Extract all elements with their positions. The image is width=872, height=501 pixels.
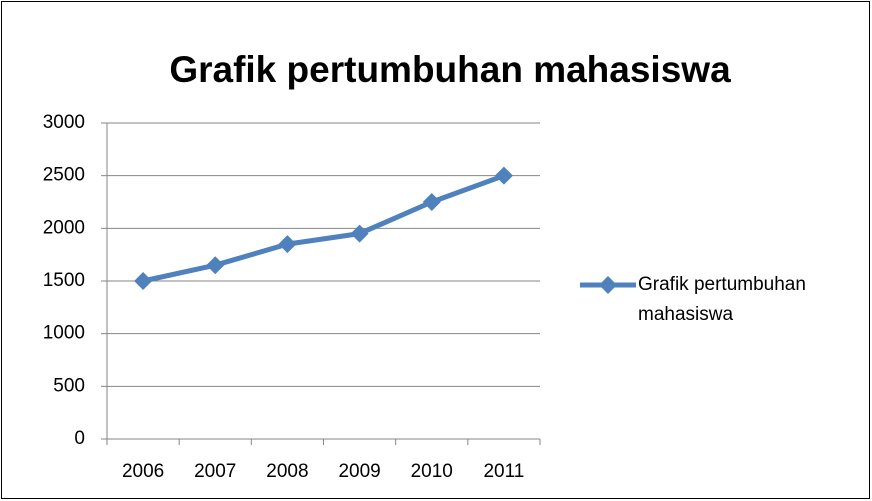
x-tick-label: 2009 <box>338 461 380 482</box>
y-tick-label: 1500 <box>43 270 85 291</box>
data-point <box>422 193 441 211</box>
legend-marker <box>599 276 617 294</box>
y-tick-label: 2000 <box>43 217 85 238</box>
x-tick-label: 2010 <box>411 461 453 482</box>
data-point <box>494 166 513 185</box>
y-tick-label: 1000 <box>43 323 85 344</box>
y-tick-label: 3000 <box>43 112 85 133</box>
x-tick-label: 2007 <box>194 461 236 482</box>
x-tick-label: 2011 <box>483 461 524 482</box>
x-tick-label: 2006 <box>122 461 164 482</box>
legend-label: Grafik pertumbuhan mahasiswa <box>638 274 806 325</box>
data-point <box>350 224 369 243</box>
series-line <box>142 173 505 284</box>
data-point <box>134 272 153 290</box>
data-point <box>278 235 297 254</box>
chart-title: Grafik pertumbuhan mahasiswa <box>169 49 731 90</box>
y-tick-label: 500 <box>53 375 85 396</box>
y-tick-label: 0 <box>74 428 85 449</box>
y-tick-label: 2500 <box>43 165 85 186</box>
data-point <box>206 256 225 275</box>
x-tick-label: 2008 <box>266 461 308 482</box>
